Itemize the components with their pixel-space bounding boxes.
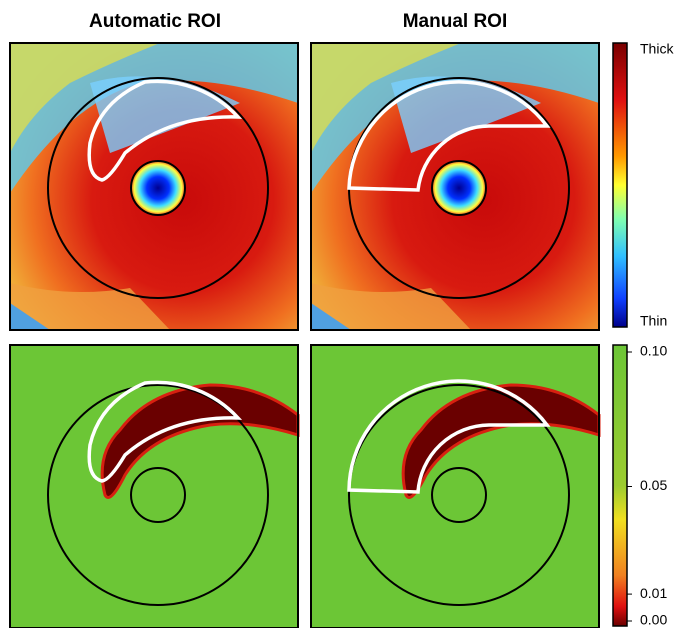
p-value-map [10,345,298,628]
tick-label: 0.01 [640,585,667,601]
tick-label: 0.00 [640,612,667,628]
colorbar-ticks: 0.10 0.05 0.01 0.00 [627,343,667,628]
colorbar-label: Thin [640,313,667,329]
column-title: Manual ROI [403,11,508,32]
thickness-colorbar [613,43,627,327]
tick-label: 0.10 [640,343,667,359]
thickness-map [311,43,599,330]
thickness-map [10,43,298,330]
p-value-map [311,345,599,628]
p-value-colorbar [613,345,627,626]
column-title: Automatic ROI [89,11,221,32]
colorbar-label: Thick [640,41,674,57]
figure: Automatic ROI Manual ROI Thick Thin 0.10… [0,0,680,628]
tick-label: 0.05 [640,477,667,493]
